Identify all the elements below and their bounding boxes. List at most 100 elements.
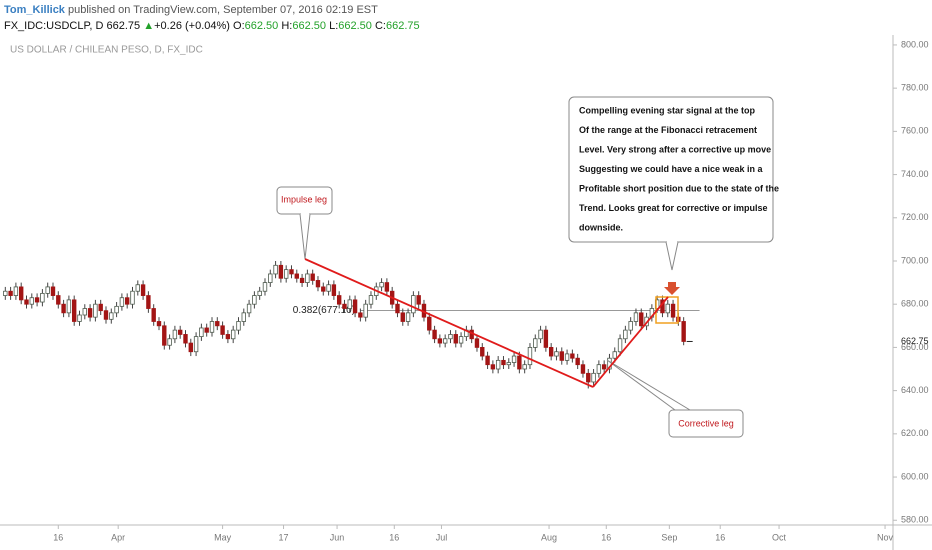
candle-body: [77, 314, 82, 322]
candle-body: [612, 351, 617, 359]
y-tick-label: 640.00: [901, 385, 929, 395]
candle-body: [490, 364, 496, 370]
c: 662.75: [385, 20, 420, 32]
candle-body: [591, 372, 596, 383]
candle-body: [167, 338, 172, 346]
candle-body: [156, 321, 162, 327]
candle-body: [617, 338, 623, 353]
y-tick-label: 700.00: [901, 255, 929, 265]
candle-body: [363, 303, 368, 318]
candle-body: [379, 282, 384, 288]
candle-body: [299, 277, 305, 283]
callout-line: Profitable short position due to the sta…: [579, 183, 779, 193]
candle-body: [93, 303, 98, 318]
candle-body: [220, 325, 225, 335]
fib-label: 0.382(677.10): [293, 305, 355, 316]
candle-body: [480, 347, 485, 357]
candle-body: [352, 299, 358, 314]
last-price-label: 662.75: [901, 336, 929, 346]
candle-body: [305, 273, 310, 283]
candle-body: [405, 312, 411, 322]
candle-body: [262, 282, 268, 292]
candle-body: [570, 353, 575, 359]
candle-body: [448, 334, 453, 340]
y-tick-label: 740.00: [901, 169, 929, 179]
corrective-callout: Corrective leg: [606, 359, 744, 438]
impulse-callout: Impulse leg: [276, 186, 333, 260]
candle-body: [681, 321, 686, 342]
x-tick-label: 16: [715, 532, 725, 542]
candle-body: [501, 359, 506, 366]
x-tick-label: Apr: [111, 532, 125, 542]
impulse-label: Impulse leg: [281, 194, 327, 204]
published: published on TradingView.com, September …: [68, 4, 378, 16]
candle-body: [199, 327, 204, 338]
candle-body: [427, 316, 432, 331]
symbol: FX_IDC:USDCLP, D: [4, 20, 104, 32]
candle-body: [596, 364, 602, 374]
x-tick-label: 16: [601, 532, 611, 542]
x-tick-label: Sep: [661, 532, 677, 542]
callout-line: Level. Very strong after a corrective up…: [579, 144, 771, 154]
o-label: O:: [233, 20, 245, 32]
y-tick-label: 800.00: [901, 39, 929, 49]
y-tick-label: 580.00: [901, 515, 929, 525]
candle-body: [289, 269, 294, 275]
candle-body: [204, 327, 209, 333]
candle-body: [66, 299, 72, 314]
candle-body: [252, 295, 257, 305]
candle-body: [268, 273, 273, 283]
y-tick-label: 720.00: [901, 212, 929, 222]
candle-body: [225, 334, 231, 340]
candle-body: [246, 303, 252, 314]
candle-body: [580, 364, 586, 374]
candle-body: [522, 364, 527, 370]
candle-body: [511, 355, 517, 363]
candle-body: [453, 334, 458, 344]
callout-line: Of the range at the Fibonacci retracemen…: [579, 125, 757, 135]
l-label: L:: [329, 20, 339, 32]
candle-body: [586, 372, 591, 383]
candle-body: [432, 329, 437, 340]
candle-body: [140, 284, 146, 296]
quote-line: FX_IDC:USDCLP, D 662.75 ▲+0.26 (+0.04%) …: [4, 18, 420, 34]
candle-body: [114, 305, 119, 314]
candle-body: [236, 321, 241, 331]
x-tick-label: 17: [279, 532, 289, 542]
callout-line: Compelling evening star signal at the to…: [579, 105, 756, 115]
candle-body: [670, 303, 676, 318]
candle-body: [45, 286, 50, 294]
candle-body: [623, 329, 628, 340]
candle-body: [442, 338, 448, 344]
o: 662.50: [244, 20, 279, 32]
candle-body: [533, 338, 538, 348]
candle-body: [321, 286, 326, 292]
corrective-trendline: [592, 296, 669, 388]
candle-body: [230, 329, 236, 340]
candle-body: [183, 334, 188, 344]
candle-body: [485, 355, 490, 366]
candle-body: [342, 303, 347, 309]
candle-body: [215, 321, 220, 327]
y-tick-label: 620.00: [901, 428, 929, 438]
candle-body: [87, 308, 93, 318]
candle-body: [82, 308, 87, 316]
candle-body: [130, 290, 135, 305]
callout-line: Trend. Looks great for corrective or imp…: [579, 203, 768, 213]
candle-body: [146, 295, 151, 309]
candle-body: [368, 295, 374, 305]
candle-body: [273, 264, 278, 275]
candle-body: [119, 297, 125, 307]
x-tick-label: Jun: [330, 532, 345, 542]
candle-body: [665, 303, 670, 314]
candle-body: [336, 295, 342, 305]
candle-body: [172, 329, 178, 340]
publish-line: Tom_Killick published on TradingView.com…: [4, 2, 420, 18]
candle-body: [575, 357, 580, 366]
author[interactable]: Tom_Killick: [4, 4, 65, 16]
x-tick-label: 16: [389, 532, 399, 542]
candle-body: [315, 280, 321, 288]
candle-body: [8, 290, 13, 296]
